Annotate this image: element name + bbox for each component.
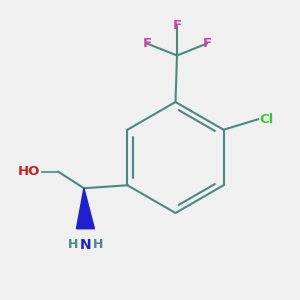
Polygon shape [76,188,94,229]
Text: H: H [68,238,78,250]
Text: F: F [202,37,211,50]
Text: F: F [172,19,182,32]
Text: HO: HO [18,165,40,178]
Text: H: H [93,238,103,250]
Text: F: F [142,37,152,50]
Text: Cl: Cl [260,113,274,126]
Text: N: N [80,238,91,252]
